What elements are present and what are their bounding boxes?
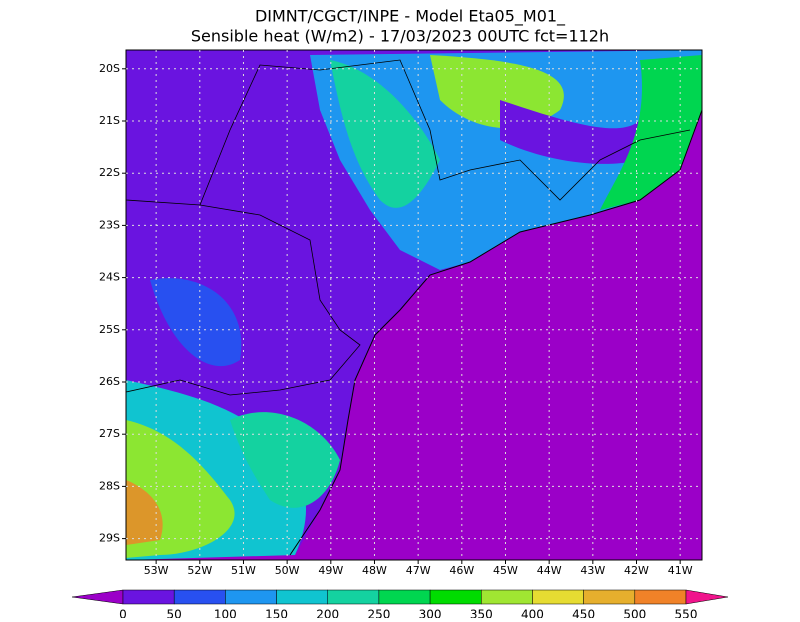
title: DIMNT/CGCT/INPE - Model Eta05_M01_ <box>255 7 566 27</box>
north-blue <box>310 50 702 270</box>
north-violet <box>500 100 640 164</box>
colorbar-label: 450 <box>572 608 595 619</box>
colorbar-label: 300 <box>419 608 442 619</box>
lat-label: 23S <box>99 218 120 231</box>
colorbar-segment <box>532 589 584 605</box>
colorbar-arrow <box>71 589 124 605</box>
colorbar-label: 0 <box>119 608 127 619</box>
colorbar-label: 200 <box>316 608 339 619</box>
colorbar-label: 500 <box>623 608 646 619</box>
lon-label: 42W <box>624 564 649 577</box>
colorbar-segment <box>429 589 482 605</box>
lon-label: 41W <box>668 564 693 577</box>
map-field <box>125 49 703 561</box>
west-blue <box>150 278 242 367</box>
lon-label: 50W <box>275 564 300 577</box>
lon-label: 52W <box>187 564 212 577</box>
lon-label: 45W <box>493 564 518 577</box>
lon-label: 48W <box>362 564 387 577</box>
state-border <box>125 199 361 396</box>
colorbar-segment <box>225 589 277 605</box>
colorbar-segment <box>173 589 226 605</box>
lon-label: 43W <box>580 564 605 577</box>
south-orange <box>126 480 163 545</box>
south-teal <box>230 412 340 508</box>
lon-label: 47W <box>406 564 431 577</box>
state-border <box>199 59 691 206</box>
lat-label: 24S <box>99 271 120 284</box>
lon-label: 53W <box>144 564 169 577</box>
north-teal <box>330 60 440 208</box>
colorbar-label: 350 <box>470 608 493 619</box>
lon-label: 51W <box>231 564 256 577</box>
colorbar-label: 400 <box>521 608 544 619</box>
lat-label: 22S <box>99 166 120 179</box>
lat-label: 21S <box>99 114 120 127</box>
lat-label: 25S <box>99 323 120 336</box>
lon-label: 49W <box>318 564 343 577</box>
colorbar-segment <box>327 589 380 605</box>
colorbar-segment <box>122 589 175 605</box>
colorbar-segment <box>378 589 431 605</box>
colorbar-segment <box>634 589 687 605</box>
lat-label: 26S <box>99 375 120 388</box>
colorbar-segment <box>583 589 636 605</box>
lat-label: 27S <box>99 427 120 440</box>
lat-label: 20S <box>99 62 120 75</box>
colorbar-segment <box>481 589 533 605</box>
lat-label: 29S <box>99 532 120 545</box>
subtitle: Sensible heat (W/m2) - 17/03/2023 00UTC … <box>191 27 609 46</box>
colorbar-segment <box>276 589 328 605</box>
east-green <box>600 55 702 210</box>
grid: 20S 21S 22S 23S 24S 25S 26S 27S 28S 29S 53W 52W 51W 5… <box>99 50 702 577</box>
coastline <box>289 109 703 556</box>
lat-label: 28S <box>99 479 120 492</box>
colorbar-arrow <box>685 589 729 605</box>
colorbar-label: 250 <box>367 608 390 619</box>
colorbar-label: 550 <box>675 608 698 619</box>
lon-label: 46W <box>449 564 474 577</box>
lon-label: 44W <box>537 564 562 577</box>
colorbar-label: 150 <box>265 608 288 619</box>
north-green <box>430 55 564 129</box>
frame <box>125 49 703 561</box>
colorbar-label: 100 <box>214 608 237 619</box>
colorbar-label: 50 <box>167 608 182 619</box>
colorbar: 0 50 100 150 200 250 300 350 400 450 500 550 <box>71 589 729 622</box>
